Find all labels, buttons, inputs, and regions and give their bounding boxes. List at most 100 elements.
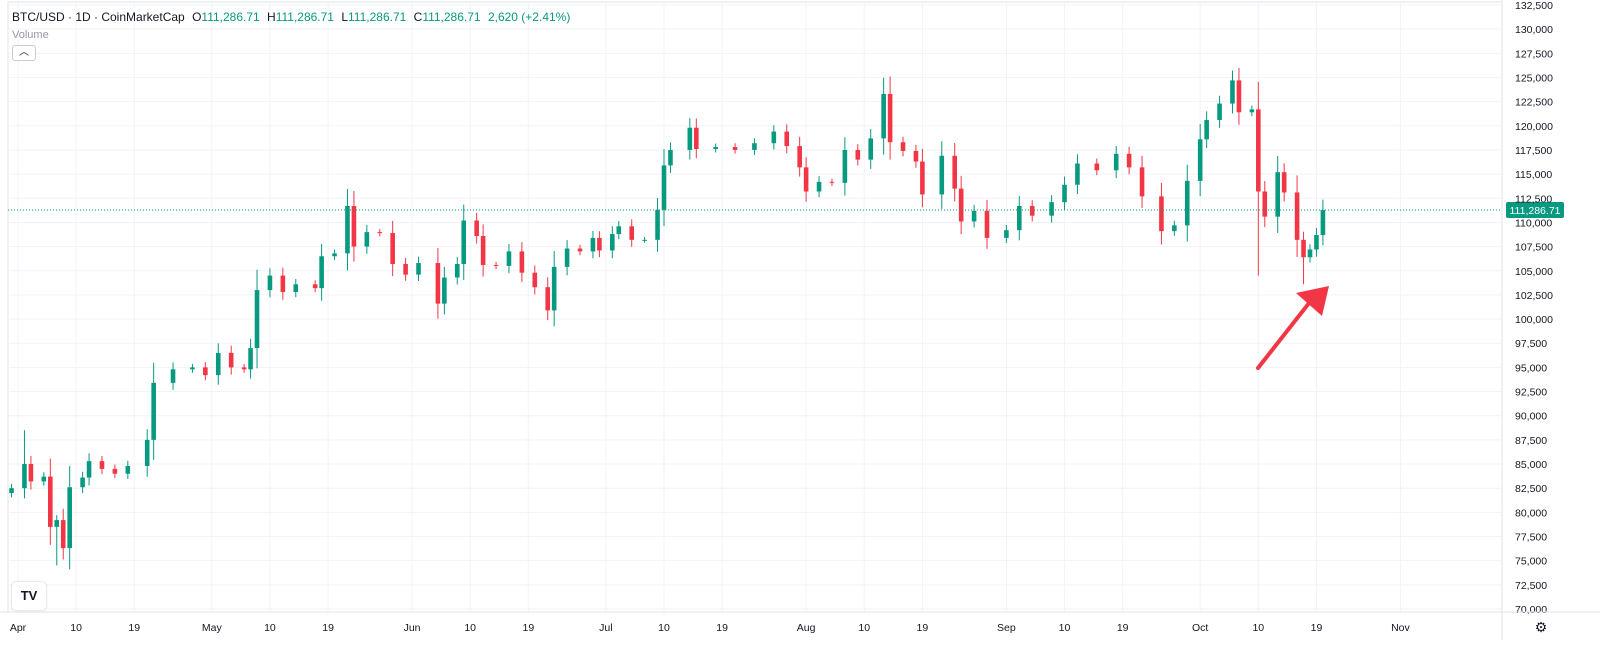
candle [144, 429, 150, 477]
candle-body [1307, 249, 1313, 258]
candle-body [752, 143, 757, 150]
candle-body [1281, 172, 1287, 193]
candle [1230, 70, 1235, 114]
candle [1275, 155, 1280, 233]
y-tick-label: 100,000 [1515, 314, 1553, 326]
candle [377, 228, 383, 237]
candle [629, 219, 634, 247]
candle-body [855, 149, 861, 160]
candle [60, 508, 66, 560]
candles [9, 67, 1326, 570]
y-tick-label: 120,000 [1515, 121, 1553, 133]
gear-icon[interactable]: ⚙ [1534, 619, 1548, 635]
candle [771, 125, 777, 150]
candle [461, 204, 467, 280]
candle [1249, 105, 1255, 117]
candle [41, 472, 47, 486]
candle [203, 362, 208, 381]
candle [28, 455, 34, 490]
candle [319, 243, 324, 301]
x-tick-label: 10 [658, 622, 670, 634]
candle [661, 149, 667, 227]
candle-body [228, 352, 234, 368]
x-tick-label: May [202, 622, 223, 634]
close-value: 111,286.71 [422, 10, 481, 24]
symbol-title: BTC/USD · 1D · CoinMarketCap [12, 10, 185, 24]
candle [493, 261, 499, 270]
candle [390, 220, 395, 277]
candle [1094, 158, 1100, 176]
candle [1256, 81, 1261, 276]
candle-body [332, 253, 337, 257]
candle [1017, 195, 1022, 241]
candle [312, 280, 318, 293]
x-tick-label: Jul [599, 622, 612, 634]
candle-body [1004, 230, 1009, 238]
candle [248, 338, 253, 379]
arrow-shaft [1256, 296, 1315, 370]
candle [732, 143, 738, 154]
high-key: H [267, 10, 276, 24]
candle-body [952, 155, 957, 189]
candle [939, 141, 945, 209]
candle [474, 212, 479, 244]
candle-body [564, 248, 570, 267]
candle-body [280, 275, 286, 293]
candle-body [267, 275, 273, 291]
candle-body [713, 147, 718, 149]
candle-body [1294, 192, 1300, 240]
candle [112, 464, 118, 479]
candle [1217, 95, 1222, 128]
candle-body [506, 251, 512, 266]
candle [590, 230, 596, 259]
candle-body [1275, 172, 1280, 217]
candle-body [312, 284, 318, 289]
candle-body [1249, 109, 1255, 113]
chevron-up-icon[interactable]: ︿ [12, 45, 36, 61]
y-tick-label: 112,500 [1515, 193, 1552, 205]
candle-body [86, 461, 92, 478]
candle [958, 175, 964, 235]
candle-body [461, 220, 467, 264]
candle [1197, 123, 1203, 197]
candle [1126, 146, 1132, 175]
candle [254, 269, 260, 369]
y-tick-label: 82,500 [1515, 483, 1547, 495]
candle-body [248, 348, 253, 370]
tradingview-logo[interactable]: TV [12, 582, 46, 610]
x-tick-label: 10 [858, 622, 870, 634]
candle [1062, 176, 1067, 211]
candle-body [1236, 80, 1242, 113]
candle-body [1262, 191, 1268, 217]
candle [551, 250, 557, 327]
candle-body [493, 264, 499, 266]
candle-body [9, 488, 14, 494]
candle [1049, 195, 1054, 223]
candle-body [577, 248, 583, 252]
candle [1004, 224, 1009, 244]
candle-body [22, 464, 27, 489]
candle [597, 231, 602, 258]
candle-body [1159, 196, 1164, 232]
candle-body [151, 382, 156, 440]
candle [67, 466, 72, 570]
candle-body [551, 266, 557, 311]
candle-body [480, 235, 486, 265]
x-tick-label: 10 [1252, 622, 1264, 634]
candle [364, 224, 370, 254]
candle-body [144, 439, 150, 466]
candle [351, 190, 357, 262]
candle [480, 224, 486, 277]
candle [900, 136, 906, 157]
candle [1262, 181, 1268, 228]
candle-body [1075, 163, 1080, 185]
candle-body [610, 234, 615, 251]
x-tick-label: Apr [10, 622, 27, 634]
candle-body [28, 464, 34, 482]
candle-body [377, 232, 383, 234]
candle-body [99, 461, 105, 469]
price-axis: 70,000 72,500 75,000 77,500 80,000 82,500 85,0… [1501, 0, 1553, 640]
y-tick-label: 90,000 [1515, 411, 1547, 423]
y-tick-label: 97,500 [1515, 338, 1547, 350]
